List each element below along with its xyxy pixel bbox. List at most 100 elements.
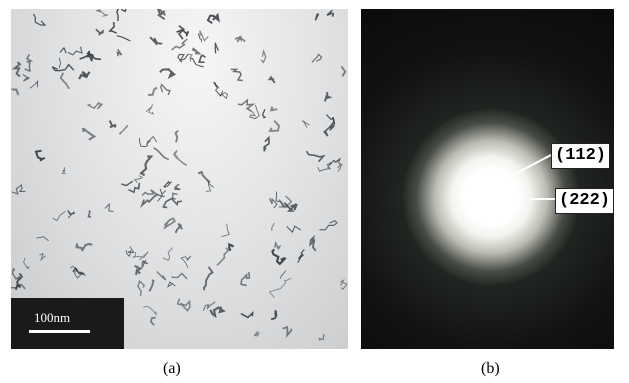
particle-cluster — [171, 38, 188, 51]
particle-cluster — [116, 35, 131, 42]
particle-cluster — [141, 189, 165, 198]
particle-cluster — [271, 222, 275, 231]
nanoparticle-clusters — [11, 9, 348, 341]
particle-cluster — [24, 54, 34, 73]
particle-cluster — [268, 277, 292, 298]
particle-cluster — [253, 330, 261, 337]
particle-cluster — [62, 167, 66, 175]
particle-cluster — [134, 264, 143, 276]
particle-cluster — [121, 180, 134, 187]
particle-cluster — [319, 219, 338, 231]
particle-cluster — [305, 150, 326, 163]
particle-cluster — [269, 106, 278, 112]
particle-cluster — [138, 138, 151, 148]
particle-cluster — [11, 88, 20, 96]
particle-cluster — [206, 12, 220, 25]
particle-cluster — [36, 236, 49, 242]
particle-cluster — [11, 61, 22, 78]
diffraction-pattern-panel: (112) (222) — [361, 9, 614, 349]
particle-cluster — [240, 311, 254, 319]
particle-cluster — [143, 305, 157, 316]
particle-cluster — [274, 240, 282, 251]
particle-cluster — [78, 70, 91, 80]
particle-cluster — [11, 267, 21, 280]
particle-cluster — [72, 266, 85, 275]
particle-cluster — [140, 193, 159, 209]
particle-cluster — [279, 270, 287, 280]
particle-cluster — [214, 42, 219, 54]
particle-cluster — [108, 21, 117, 34]
particle-cluster — [278, 195, 293, 208]
particle-cluster — [162, 247, 174, 261]
particle-cluster — [81, 127, 97, 141]
particle-cluster — [219, 92, 228, 100]
particle-cluster — [52, 210, 66, 222]
particle-cluster — [157, 9, 166, 21]
particle-cluster — [116, 48, 123, 57]
particle-cluster — [199, 30, 209, 42]
particle-cluster — [133, 175, 144, 183]
particle-cluster — [162, 197, 183, 209]
caption-a: (a) — [163, 360, 181, 377]
particle-cluster — [128, 182, 141, 194]
ring-label-222: (222) — [555, 188, 614, 214]
particle-cluster — [286, 225, 302, 234]
particle-cluster — [39, 252, 46, 262]
particle-cluster — [118, 124, 129, 135]
pointer-112 — [512, 154, 552, 176]
particle-cluster — [146, 135, 158, 144]
central-diffraction-spot — [403, 109, 579, 285]
particle-cluster — [240, 272, 251, 287]
particle-cluster — [339, 278, 348, 290]
particle-cluster — [125, 246, 135, 258]
particle-cluster — [221, 223, 230, 238]
particle-cluster — [11, 283, 26, 290]
particle-cluster — [156, 271, 167, 281]
particle-cluster — [177, 25, 186, 40]
particle-cluster — [95, 28, 105, 36]
particle-cluster — [323, 92, 333, 102]
particle-cluster — [59, 46, 67, 54]
ring-pointer-lines — [512, 154, 555, 200]
particle-cluster — [261, 108, 267, 119]
particle-cluster — [176, 298, 191, 312]
particle-cluster — [230, 68, 243, 82]
particle-cluster — [340, 65, 347, 77]
particle-cluster — [311, 53, 323, 63]
particle-cluster — [86, 52, 101, 61]
particle-cluster — [271, 248, 287, 266]
particle-cluster — [248, 104, 260, 120]
particle-cluster — [145, 103, 155, 115]
particle-cluster — [29, 80, 39, 89]
scale-bar-box: 100nm — [11, 298, 124, 349]
particle-cluster — [326, 9, 335, 17]
particle-cluster — [116, 9, 127, 22]
particle-cluster — [132, 251, 149, 261]
particle-cluster — [173, 183, 181, 191]
particle-cluster — [283, 202, 298, 212]
particle-cluster — [205, 179, 215, 192]
particle-cluster — [22, 74, 30, 82]
particle-cluster — [153, 147, 170, 161]
scale-bar — [29, 330, 90, 333]
particle-cluster — [202, 301, 216, 311]
particle-cluster — [213, 81, 224, 97]
particle-cluster — [317, 161, 332, 172]
particle-cluster — [32, 13, 47, 26]
particle-cluster — [163, 217, 176, 230]
particle-cluster — [67, 46, 83, 56]
particle-cluster — [87, 210, 92, 219]
particle-cluster — [58, 57, 62, 69]
particle-cluster — [163, 180, 173, 188]
particle-cluster — [318, 334, 325, 341]
particle-cluster — [237, 98, 256, 113]
particle-cluster — [79, 50, 94, 62]
particle-cluster — [202, 266, 214, 291]
particle-cluster — [270, 310, 278, 321]
particle-cluster — [267, 75, 276, 84]
particle-cluster — [268, 197, 278, 209]
particle-cluster — [191, 47, 202, 55]
particle-cluster — [104, 202, 114, 212]
scale-bar-label: 100nm — [34, 310, 71, 325]
particle-cluster — [301, 120, 310, 128]
